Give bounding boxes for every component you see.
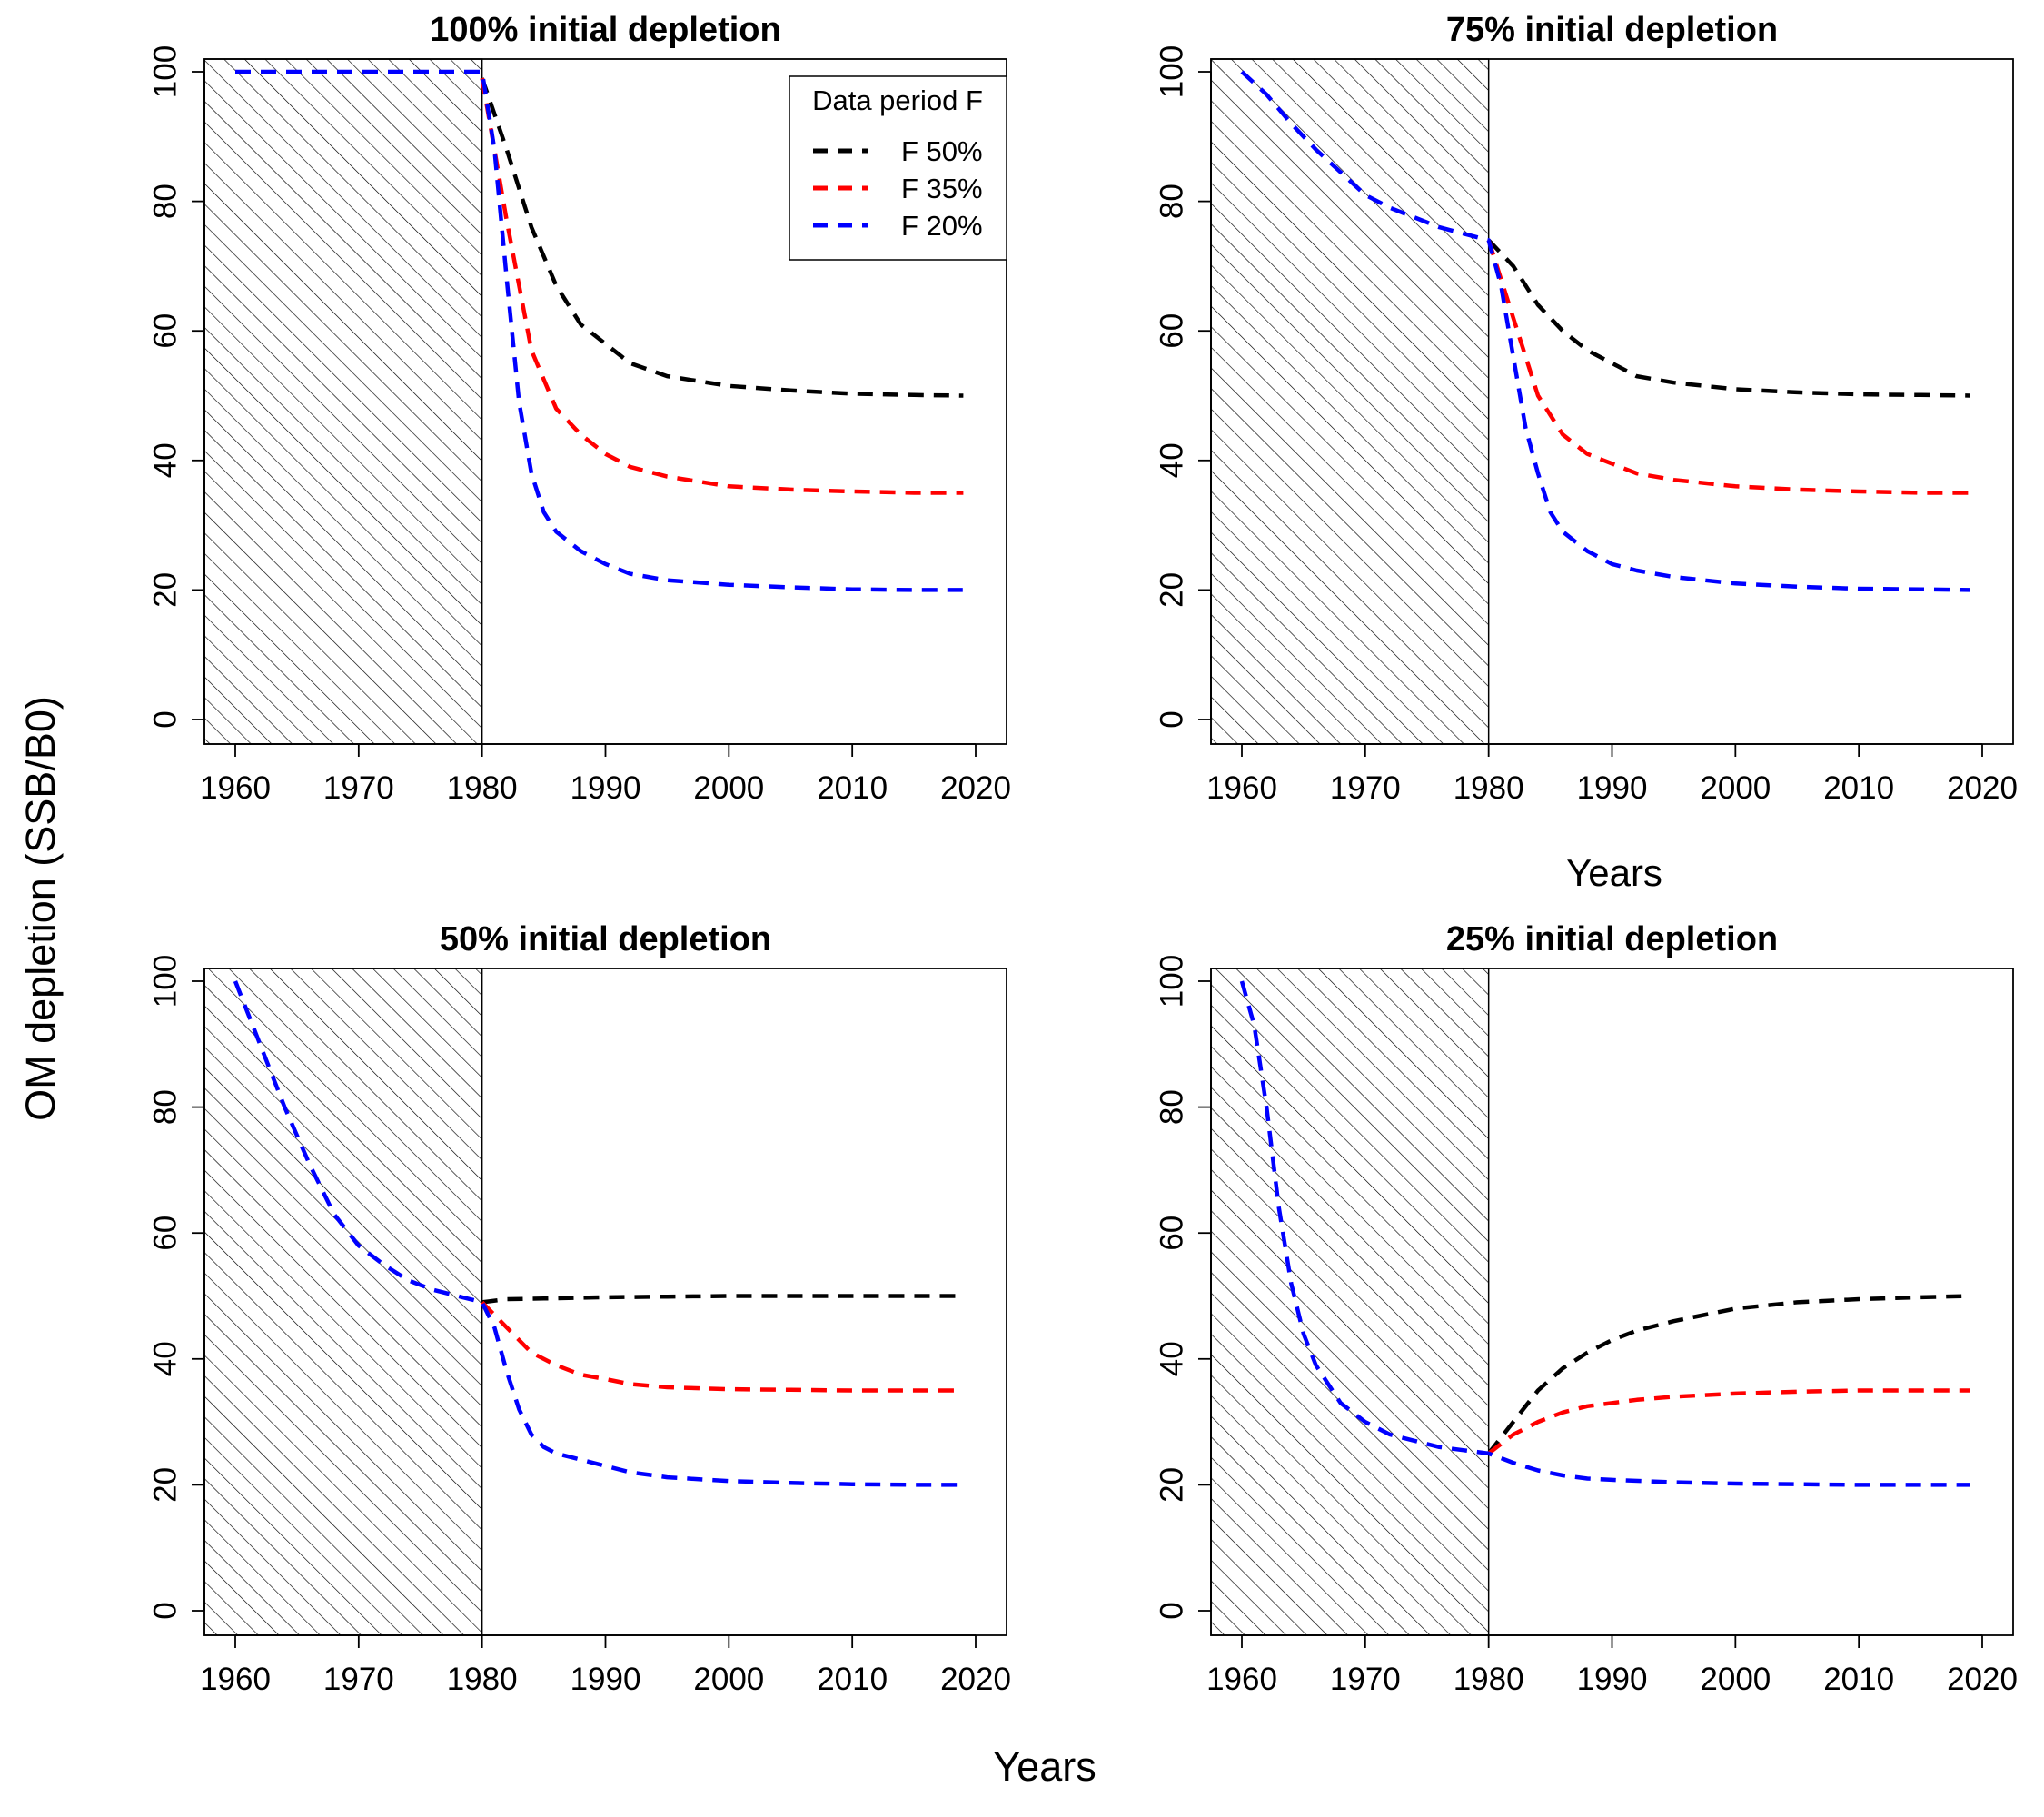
panel-25: 1960 1970 1980 1990 2000 2010 2020 0 20 40 60 80 100…	[1155, 920, 2018, 1697]
panel-75-x-tick-label: 2020	[1947, 770, 2018, 806]
panel-100-x-tick-label: 1960	[200, 770, 271, 806]
panel-50-x-tick-label: 1980	[447, 1662, 518, 1697]
panel-100-y-tick-label: 0	[148, 710, 184, 728]
panel-25-y-tick-label: 20	[1155, 1467, 1190, 1503]
legend-label-f35: F 35%	[901, 173, 983, 204]
panel-50-x-tick-label: 2000	[693, 1662, 764, 1697]
panel-25-x-tick-label: 2000	[1700, 1662, 1771, 1697]
panel-75-x-tick-label: 2010	[1823, 770, 1894, 806]
panel-100-x-tick-label: 1970	[323, 770, 394, 806]
panel-25-y-tick-label: 40	[1155, 1341, 1190, 1376]
panel-50-y-tick-label: 40	[148, 1341, 184, 1376]
panel-50-title: 50% initial depletion	[440, 920, 771, 958]
panel-100-y-tick-label: 80	[148, 184, 184, 219]
panel-25-y-tick-label: 60	[1155, 1216, 1190, 1251]
panel-25-x-tick-label: 1970	[1330, 1662, 1401, 1697]
panel-50-series-f20	[233, 980, 964, 1487]
panel-50-y-tick-label: 20	[148, 1467, 184, 1503]
panel-100-y-tick-label: 40	[148, 442, 184, 478]
panel-75-x-tick-label: 1960	[1206, 770, 1277, 806]
panel-100-shaded-region	[203, 58, 483, 745]
panel-100-title: 100% initial depletion	[430, 11, 780, 49]
legend-box	[789, 75, 1007, 261]
panel-25-x-tick-label: 2020	[1947, 1662, 2018, 1697]
panel-75-y-tick-label: 60	[1155, 313, 1190, 349]
panel-50-x-tick-label: 1960	[200, 1662, 271, 1697]
panel-75-y-tick-label: 80	[1155, 184, 1190, 219]
panel-50-x-tick-label: 1990	[571, 1662, 641, 1697]
panel-50-y-tick-label: 80	[148, 1089, 184, 1125]
panel-50-series-f50	[481, 1294, 964, 1305]
panel-25-series-f20	[1239, 980, 1970, 1487]
panel-75-y-tick-label: 0	[1155, 710, 1190, 728]
panel-75-title: 75% initial depletion	[1446, 11, 1778, 49]
legend-label-f20: F 20%	[901, 210, 983, 242]
panel-100-series-f50	[480, 77, 964, 398]
panel-75-series-f35	[1486, 239, 1970, 495]
panel-50-x-tick-label: 2020	[940, 1662, 1011, 1697]
panel-100-y-axis: 0 20 40 60 80 100	[148, 45, 205, 729]
panel-50-y-tick-label: 60	[148, 1216, 184, 1251]
panel-100: 1960 1970 1980 1990 2000 2010 2020 0 20 40 60 80 100…	[148, 11, 1011, 806]
panel-25-y-tick-label: 80	[1155, 1089, 1190, 1125]
panel-100-x-tick-label: 2010	[817, 770, 888, 806]
panel-50-x-axis: 1960 1970 1980 1990 2000 2010 2020	[200, 1634, 1011, 1697]
panel-25-y-tick-label: 0	[1155, 1602, 1190, 1619]
panel-25-y-axis: 0 20 40 60 80 100	[1155, 955, 1212, 1620]
panel-75-x-tick-label: 1980	[1454, 770, 1524, 806]
top-right-xlabel: Years	[1566, 851, 1662, 894]
panel-75-y-axis: 0 20 40 60 80 100	[1155, 45, 1212, 729]
panel-75-y-tick-label: 20	[1155, 572, 1190, 608]
panel-75-y-tick-label: 40	[1155, 442, 1190, 478]
panel-25-x-tick-label: 1960	[1206, 1662, 1277, 1697]
panel-100-y-tick-label: 20	[148, 572, 184, 608]
panel-50-y-axis: 0 20 40 60 80 100	[148, 955, 205, 1620]
panel-100-series-f20	[235, 69, 964, 592]
panel-50-y-tick-label: 0	[148, 1602, 184, 1619]
panel-75-y-tick-label: 100	[1155, 45, 1190, 98]
panel-75-series-f20	[1240, 70, 1970, 592]
panel-25-series-f35	[1487, 1388, 1970, 1455]
panel-75-x-tick-label: 1970	[1330, 770, 1401, 806]
panel-75-x-axis: 1960 1970 1980 1990 2000 2010 2020	[1206, 743, 2018, 806]
panel-100-series-f35	[480, 77, 964, 495]
panel-75-shaded-region	[1210, 58, 1490, 745]
figure-xlabel: Years	[993, 1743, 1096, 1790]
panel-50-shaded-region	[203, 968, 483, 1636]
legend: Data period F F 50% F 35% F 20%	[789, 75, 1007, 261]
panel-50-x-tick-label: 2010	[817, 1662, 888, 1697]
panel-25-x-tick-label: 1990	[1577, 1662, 1648, 1697]
panel-50-y-tick-label: 100	[148, 955, 184, 1008]
panel-100-x-tick-label: 1990	[571, 770, 641, 806]
panel-50-x-tick-label: 1970	[323, 1662, 394, 1697]
panels: 1960 1970 1980 1990 2000 2010 2020020406080100…	[148, 11, 2018, 1697]
panel-75-x-tick-label: 1990	[1577, 770, 1648, 806]
panel-25-series-f50	[1486, 1294, 1970, 1455]
panel-50: 1960 1970 1980 1990 2000 2010 2020 0 20 40 60 80 100…	[148, 920, 1011, 1697]
panel-100-x-tick-label: 1980	[447, 770, 518, 806]
panel-25-y-tick-label: 100	[1155, 955, 1190, 1008]
panel-100-y-tick-label: 60	[148, 313, 184, 349]
legend-title: Data period F	[812, 84, 983, 116]
panel-75-series-f50	[1487, 238, 1970, 398]
panel-25-title: 25% initial depletion	[1446, 920, 1778, 958]
panel-25-x-tick-label: 1980	[1454, 1662, 1524, 1697]
panel-50-series-f35	[481, 1300, 964, 1393]
panel-100-y-tick-label: 100	[148, 45, 184, 98]
panel-75-x-tick-label: 2000	[1700, 770, 1771, 806]
panel-100-x-axis: 1960 1970 1980 1990 2000 2010 2020	[200, 743, 1011, 806]
figure-ylabel: OM depletion (SSB/B0)	[17, 696, 64, 1121]
panel-75: 1960 1970 1980 1990 2000 2010 2020 0 20 40 60 80 100…	[1155, 11, 2018, 806]
panel-100-x-tick-label: 2020	[940, 770, 1011, 806]
panel-25-shaded-region	[1210, 968, 1490, 1636]
legend-label-f50: F 50%	[901, 135, 983, 167]
panel-100-x-tick-label: 2000	[693, 770, 764, 806]
panel-25-x-tick-label: 2010	[1823, 1662, 1894, 1697]
panel-25-x-axis: 1960 1970 1980 1990 2000 2010 2020	[1206, 1634, 2018, 1697]
